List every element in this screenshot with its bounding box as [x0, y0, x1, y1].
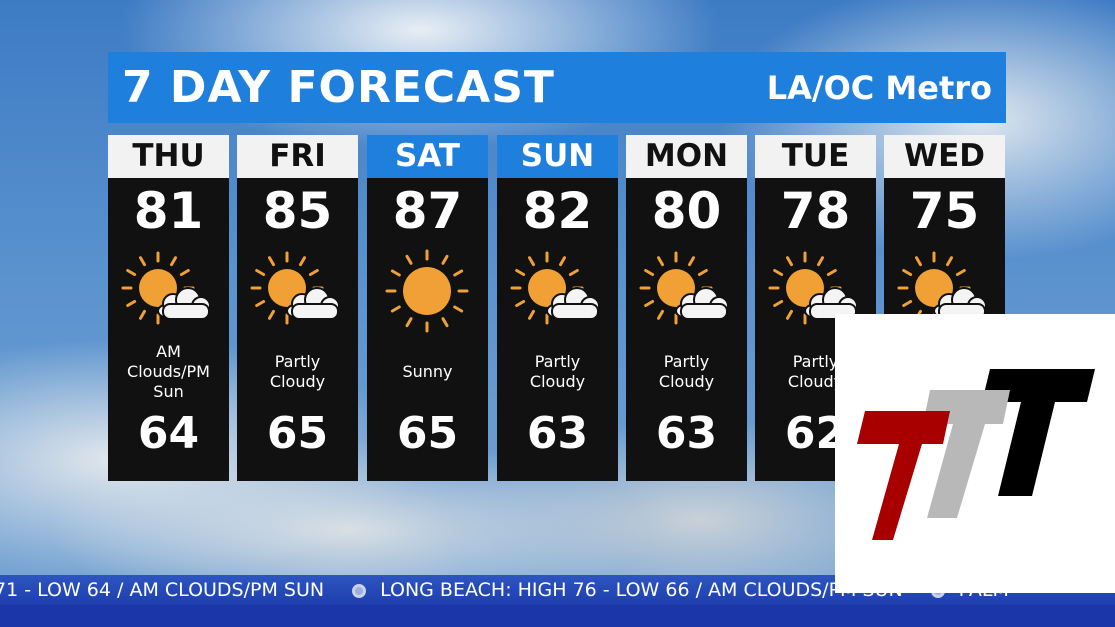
high-temp: 78: [780, 182, 851, 240]
day-label: SUN: [497, 135, 618, 178]
high-temp: 87: [392, 182, 463, 240]
logo-t-black: [982, 369, 1095, 496]
day-label: SAT: [367, 135, 488, 178]
condition-text: Partly Cloudy: [626, 336, 747, 408]
logo-t-gray: [923, 390, 1010, 518]
sun-cloud-icon: [755, 246, 876, 336]
day-column-tue: TUE 78 Partly Cloudy 62: [755, 135, 876, 481]
low-temp: 65: [266, 408, 329, 459]
condition-line: Partly: [534, 352, 581, 371]
high-temp: 80: [651, 182, 722, 240]
cbs-eye-icon: [352, 583, 367, 598]
sun-cloud-icon: [497, 246, 618, 336]
low-temp: 64: [137, 408, 200, 459]
condition-line: Sunny: [402, 362, 453, 381]
low-temp: 65: [396, 408, 459, 459]
day-label: FRI: [237, 135, 358, 178]
day-label: THU: [108, 135, 229, 178]
condition-text: Sunny: [367, 336, 488, 408]
day-column-thu: THU 81 AM Clouds/PM Sun 64: [108, 135, 229, 481]
day-column-fri: FRI 85 Partly Cloudy 65: [237, 135, 358, 481]
low-temp: 63: [655, 408, 718, 459]
sun-cloud-icon: [237, 246, 358, 336]
condition-line: Sun: [153, 382, 184, 401]
condition-line: Partly: [792, 352, 839, 371]
day-column-sun: SUN 82 Partly Cloudy 63: [497, 135, 618, 481]
condition-line: Clouds/PM: [127, 362, 210, 381]
high-temp: 82: [522, 182, 593, 240]
high-temp: 85: [262, 182, 333, 240]
day-column-mon: MON 80 Partly Cloudy 63: [626, 135, 747, 481]
condition-text: Partly Cloudy: [497, 336, 618, 408]
ticker-bottom-bar: [0, 605, 1115, 627]
condition-line: Cloudy: [269, 372, 326, 391]
ticker-item: LONG BEACH: HIGH 76 - LOW 66 / AM CLOUDS…: [380, 579, 903, 601]
high-temp: 75: [909, 182, 980, 240]
sun-cloud-icon: [626, 246, 747, 336]
forecast-title: 7 DAY FORECAST: [122, 62, 555, 113]
high-temp: 81: [133, 182, 204, 240]
condition-line: Cloudy: [529, 372, 586, 391]
condition-text: Partly Cloudy: [237, 336, 358, 408]
ticker-item: 71 - LOW 64 / AM CLOUDS/PM SUN: [0, 579, 325, 601]
sun-icon: [367, 246, 488, 336]
low-temp: 63: [526, 408, 589, 459]
day-label: WED: [884, 135, 1005, 178]
day-label: MON: [626, 135, 747, 178]
condition-text: AM Clouds/PM Sun: [108, 336, 229, 408]
day-label: TUE: [755, 135, 876, 178]
condition-line: Cloudy: [658, 372, 715, 391]
logo-t-red: [857, 411, 950, 540]
condition-text: Partly Cloudy: [755, 336, 876, 408]
condition-line: Partly: [663, 352, 710, 371]
condition-line: Cloudy: [787, 372, 844, 391]
condition-line: Partly: [274, 352, 321, 371]
sun-cloud-icon: [108, 246, 229, 336]
day-column-sat: SAT 87 Sunny 65: [367, 135, 488, 481]
condition-line: AM: [156, 342, 181, 361]
forecast-header: 7 DAY FORECAST LA/OC Metro: [108, 52, 1006, 123]
region-label: LA/OC Metro: [766, 68, 992, 107]
watermark-logo: [835, 314, 1115, 593]
